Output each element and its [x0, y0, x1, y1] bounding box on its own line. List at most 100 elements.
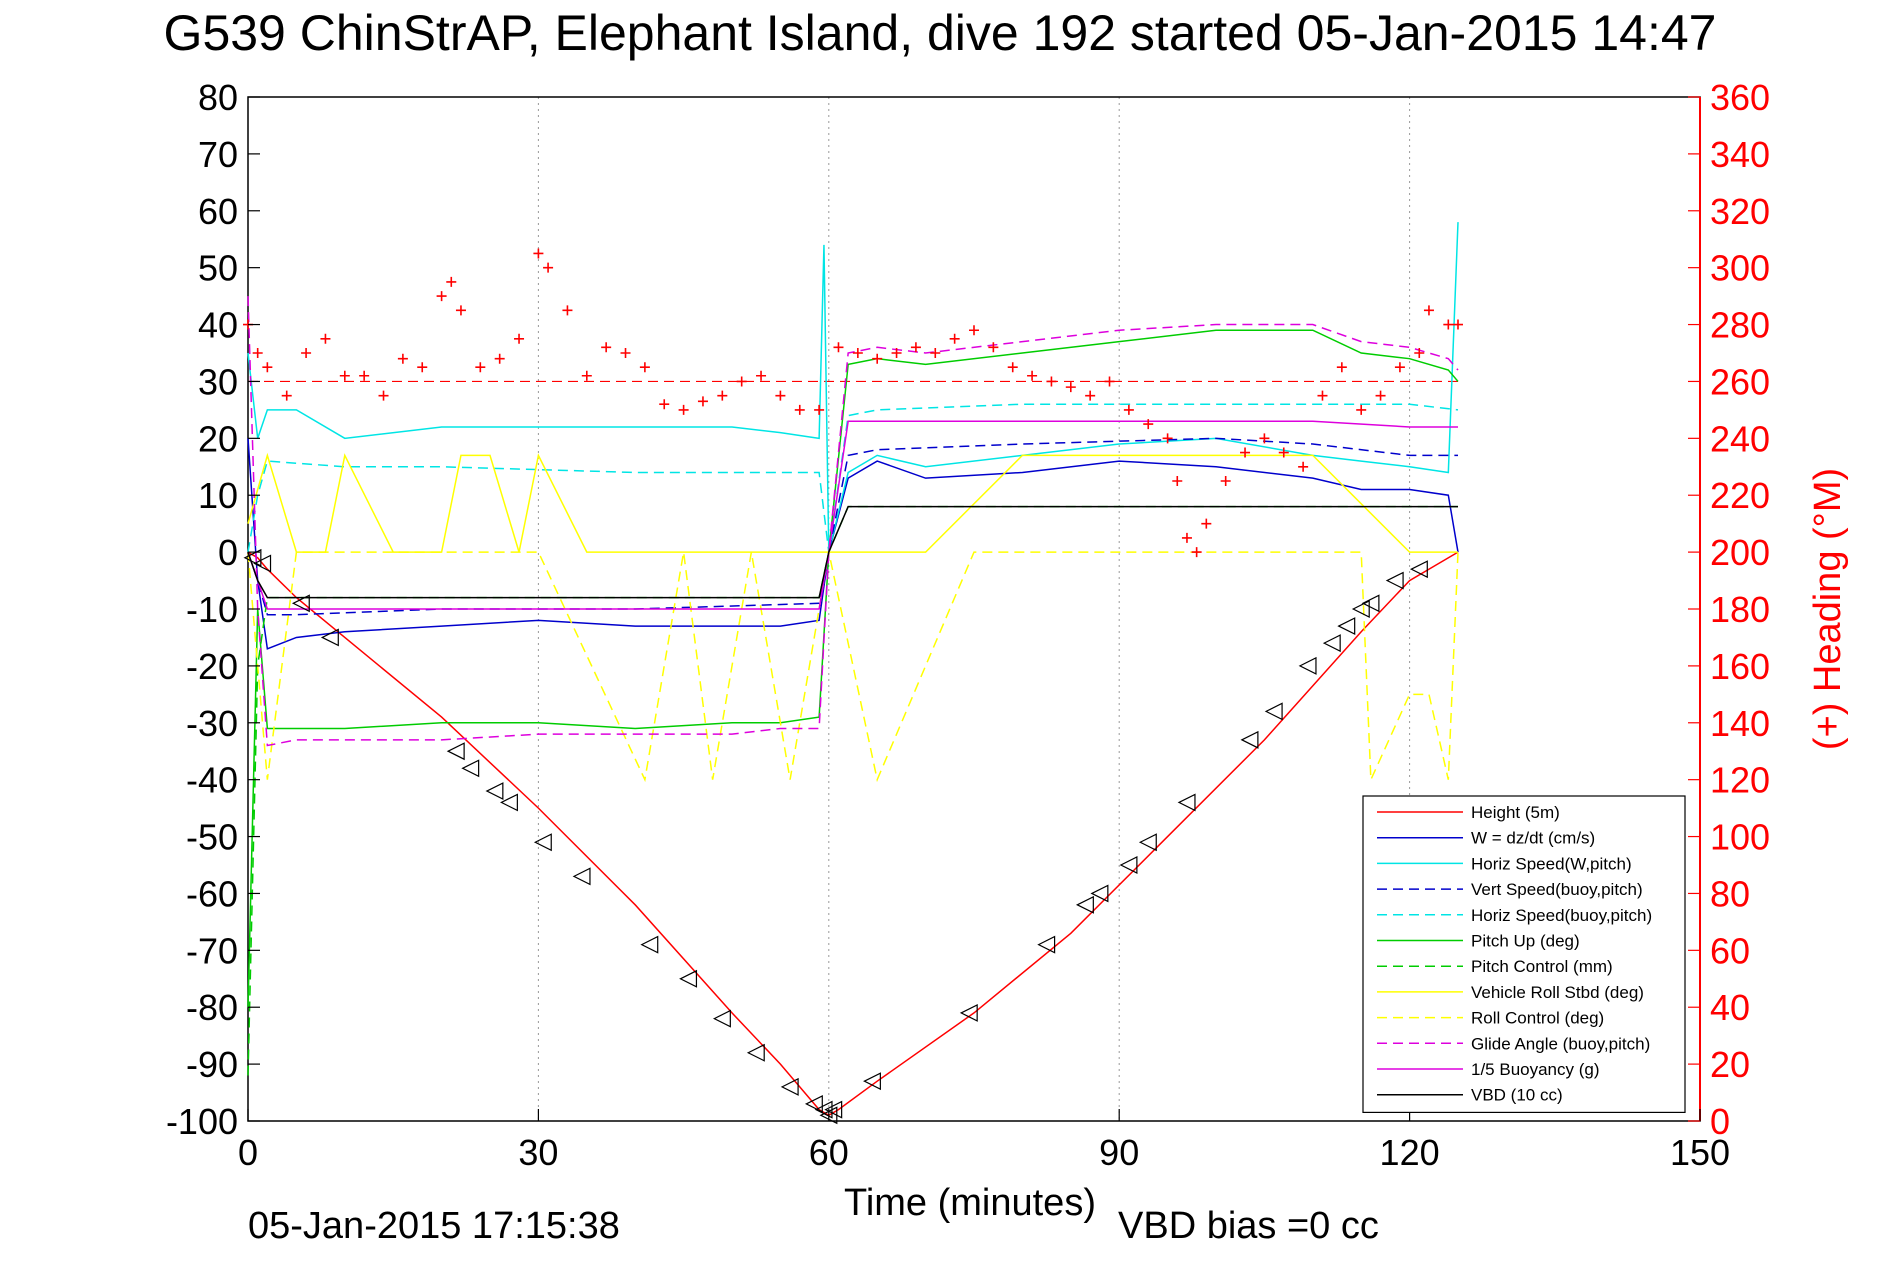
- legend-label: Horiz Speed(buoy,pitch): [1471, 906, 1652, 925]
- y-tick-label: 70: [198, 134, 238, 175]
- y-tick-label: 50: [198, 248, 238, 289]
- y-right-tick-label: 260: [1710, 361, 1770, 402]
- triangle-marker: [1138, 833, 1157, 852]
- y-tick-label: 0: [218, 532, 238, 573]
- heading-point: [678, 404, 689, 415]
- legend-label: Height (5m): [1471, 803, 1560, 822]
- heading-point: [252, 348, 263, 358]
- heading-point: [756, 370, 767, 381]
- heading-point: [378, 390, 389, 401]
- heading-point: [562, 305, 573, 316]
- heading-point: [601, 342, 612, 353]
- triangle-marker: [1090, 884, 1109, 903]
- series-line-8: [247, 551, 1459, 783]
- heading-point: [281, 390, 292, 401]
- heading-point: [1414, 348, 1425, 358]
- heading-point: [794, 404, 805, 415]
- triangle-marker: [485, 782, 504, 801]
- heading-point: [1336, 362, 1347, 373]
- y-tick-label: -70: [186, 930, 238, 971]
- legend-label: Vert Speed(buoy,pitch): [1471, 880, 1643, 899]
- triangle-marker: [1361, 594, 1380, 613]
- y-right-tick-label: 360: [1710, 77, 1770, 118]
- triangle-marker: [1322, 634, 1341, 653]
- triangle-marker: [1177, 793, 1196, 812]
- legend-label: W = dz/dt (cm/s): [1471, 829, 1595, 848]
- y-right-tick-label: 80: [1710, 873, 1750, 914]
- triangle-marker: [1037, 935, 1056, 954]
- x-tick-label: 150: [1670, 1132, 1730, 1173]
- heading-point: [543, 262, 554, 273]
- y-tick-label: -40: [186, 760, 238, 801]
- heading-point: [988, 342, 999, 353]
- heading-point: [969, 325, 979, 336]
- heading-point: [455, 305, 466, 316]
- heading-point: [1220, 476, 1231, 486]
- x-axis-label: Time (minutes): [844, 1182, 1096, 1224]
- triangle-marker: [780, 1077, 799, 1096]
- triangle-marker: [1298, 656, 1317, 675]
- triangle-marker: [500, 793, 518, 812]
- heading-point: [1172, 476, 1183, 486]
- heading-point: [717, 390, 728, 401]
- heading-point: [814, 404, 825, 415]
- heading-point: [1181, 532, 1192, 543]
- x-tick-label: 60: [809, 1132, 849, 1173]
- heading-point: [1375, 390, 1386, 401]
- triangle-marker: [746, 1043, 765, 1062]
- triangle-marker: [253, 554, 272, 573]
- y-tick-label: 60: [198, 191, 238, 232]
- x-tick-label: 120: [1380, 1132, 1440, 1173]
- legend-label: Roll Control (deg): [1471, 1009, 1604, 1028]
- heading-point: [910, 342, 921, 353]
- heading-point: [1356, 404, 1367, 415]
- heading-point: [852, 348, 863, 358]
- series-line-11: [247, 505, 1458, 599]
- triangle-marker: [863, 1072, 881, 1091]
- heading-point: [1191, 547, 1202, 558]
- y-tick-label: 30: [198, 361, 238, 402]
- heading-point: [397, 353, 408, 364]
- legend-label: Vehicle Roll Stbd (deg): [1471, 983, 1644, 1002]
- marker-layer: [243, 548, 1428, 1125]
- heading-point: [475, 362, 486, 373]
- series-line-5: [247, 329, 1459, 1008]
- heading-point: [446, 276, 457, 287]
- series-line-3: [247, 437, 1458, 616]
- triangle-marker: [1240, 730, 1259, 749]
- heading-point: [1240, 447, 1251, 458]
- triangle-marker: [640, 935, 659, 954]
- triangle-marker: [1337, 617, 1356, 636]
- triangle-marker: [1075, 895, 1094, 914]
- triangle-marker: [291, 594, 310, 613]
- legend-label: Horiz Speed(W,pitch): [1471, 854, 1632, 873]
- y-right-tick-label: 100: [1710, 817, 1770, 858]
- x-tick-label: 30: [518, 1132, 558, 1173]
- y-axis-left: 80 70 60 50 40 30 20 10 0 -10 -20 -30 -40 -50 -60 -70 -8…: [166, 77, 260, 1142]
- chart-title: G539 ChinStrAP, Elephant Island, dive 19…: [164, 5, 1717, 61]
- y-right-tick-label: 240: [1710, 418, 1770, 459]
- y-right-tick-label: 60: [1710, 930, 1750, 971]
- heading-point: [736, 376, 747, 387]
- heading-point: [891, 348, 902, 358]
- y-tick-label: 10: [198, 475, 238, 516]
- heading-layer: [243, 248, 1463, 558]
- legend-label: Pitch Control (mm): [1471, 957, 1613, 976]
- legend-label: 1/5 Buoyancy (g): [1471, 1060, 1600, 1079]
- heading-point: [1027, 370, 1038, 381]
- heading-point: [1453, 319, 1463, 330]
- y-tick-label: -20: [186, 646, 238, 687]
- heading-point: [533, 248, 544, 259]
- legend: Height (5m) W = dz/dt (cm/s) Horiz Speed(W…: [1362, 795, 1686, 1113]
- y-tick-label: -10: [186, 589, 238, 630]
- heading-point: [359, 370, 370, 381]
- heading-point: [1317, 390, 1328, 401]
- legend-label: Glide Angle (buoy,pitch): [1471, 1034, 1650, 1053]
- y-axis-right: 3603403203002802602402202001801601401201…: [1688, 77, 1770, 1142]
- triangle-marker: [320, 628, 339, 647]
- legend-box: [1362, 795, 1686, 1113]
- triangle-marker: [446, 742, 465, 761]
- x-tick-label: 90: [1099, 1132, 1139, 1173]
- y-right-tick-label: 200: [1710, 532, 1770, 573]
- y-right-tick-label: 20: [1710, 1044, 1750, 1085]
